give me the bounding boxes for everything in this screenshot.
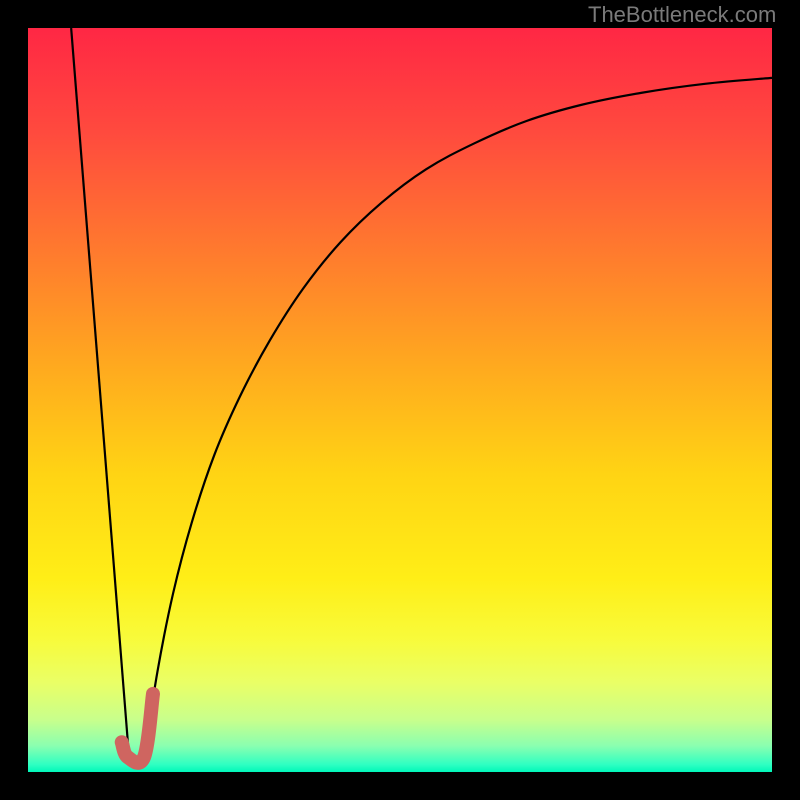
chart-stage: TheBottleneck.com <box>0 0 800 800</box>
curves-layer <box>28 28 772 772</box>
plot-area <box>28 28 772 772</box>
curve-left <box>71 28 128 750</box>
curve-right <box>146 78 772 750</box>
attribution-text: TheBottleneck.com <box>588 2 776 28</box>
